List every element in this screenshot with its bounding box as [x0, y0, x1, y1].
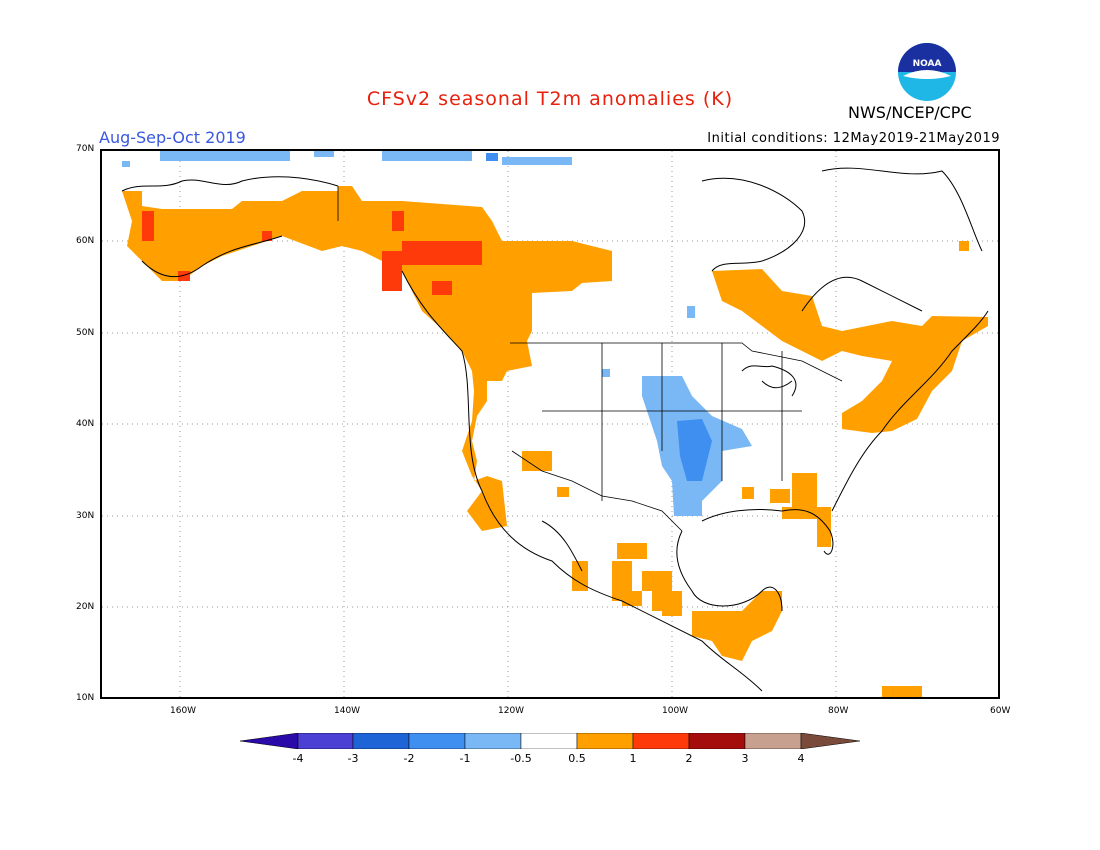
initial-conditions-label: Initial conditions: 12May2019-21May2019	[707, 131, 1000, 146]
legend-bin-1	[297, 733, 354, 749]
lat-label-20n: 20N	[76, 602, 95, 612]
chart-title: CFSv2 seasonal T2m anomalies (K)	[366, 88, 734, 110]
legend-label-neg2: -2	[403, 752, 415, 765]
legend-bin-2	[352, 733, 410, 749]
legend-bin-3	[408, 733, 466, 749]
legend-bin-8	[688, 733, 746, 749]
cooler-anomaly-central-us	[677, 419, 712, 481]
lat-label-70n: 70N	[76, 144, 95, 154]
color-legend	[240, 733, 861, 749]
cool-anomaly-arctic	[122, 151, 572, 167]
legend-label-2: 2	[685, 752, 693, 765]
legend-label-neg3: -3	[347, 752, 359, 765]
legend-bin-9	[744, 733, 802, 749]
lat-label-60n: 60N	[76, 236, 95, 246]
legend-label-05: 0.5	[568, 752, 586, 765]
period-label: Aug-Sep-Oct 2019	[99, 128, 246, 147]
warm-anomaly-northwest	[122, 186, 612, 531]
noaa-logo: NOAA	[898, 43, 956, 101]
lon-label-140w: 140W	[334, 706, 361, 716]
warm-anomaly-northeast	[712, 241, 988, 433]
hot-anomaly-northwest	[142, 211, 482, 295]
warm-anomaly-mexico	[572, 543, 922, 697]
legend-label-3: 3	[741, 752, 749, 765]
coastlines	[121, 167, 989, 692]
map-frame	[100, 149, 1000, 699]
lon-label-100w: 100W	[662, 706, 689, 716]
borders	[337, 186, 843, 532]
lon-label-120w: 120W	[498, 706, 525, 716]
legend-arrow-high	[800, 733, 861, 749]
lon-label-60w: 60W	[990, 706, 1011, 716]
lon-label-80w: 80W	[828, 706, 849, 716]
lat-label-50n: 50N	[76, 328, 95, 338]
lat-label-30n: 30N	[76, 511, 95, 521]
legend-bin-4	[464, 733, 522, 749]
lat-label-40n: 40N	[76, 419, 95, 429]
anomaly-map	[102, 151, 998, 697]
svg-text:NOAA: NOAA	[913, 59, 942, 69]
legend-label-neg4: -4	[292, 752, 304, 765]
agency-label: NWS/NCEP/CPC	[848, 103, 972, 122]
legend-bin-5	[520, 733, 578, 749]
legend-arrow-low	[240, 733, 299, 749]
lon-label-160w: 160W	[170, 706, 197, 716]
warm-anomaly-southeast	[522, 451, 831, 547]
cold-cell	[486, 153, 498, 161]
legend-label-neg1: -1	[459, 752, 471, 765]
lat-label-10n: 10N	[76, 693, 95, 703]
legend-label-1: 1	[629, 752, 637, 765]
legend-bin-6	[576, 733, 634, 749]
legend-label-4: 4	[797, 752, 805, 765]
legend-bin-7	[632, 733, 690, 749]
legend-label-neg05: -0.5	[510, 752, 532, 765]
